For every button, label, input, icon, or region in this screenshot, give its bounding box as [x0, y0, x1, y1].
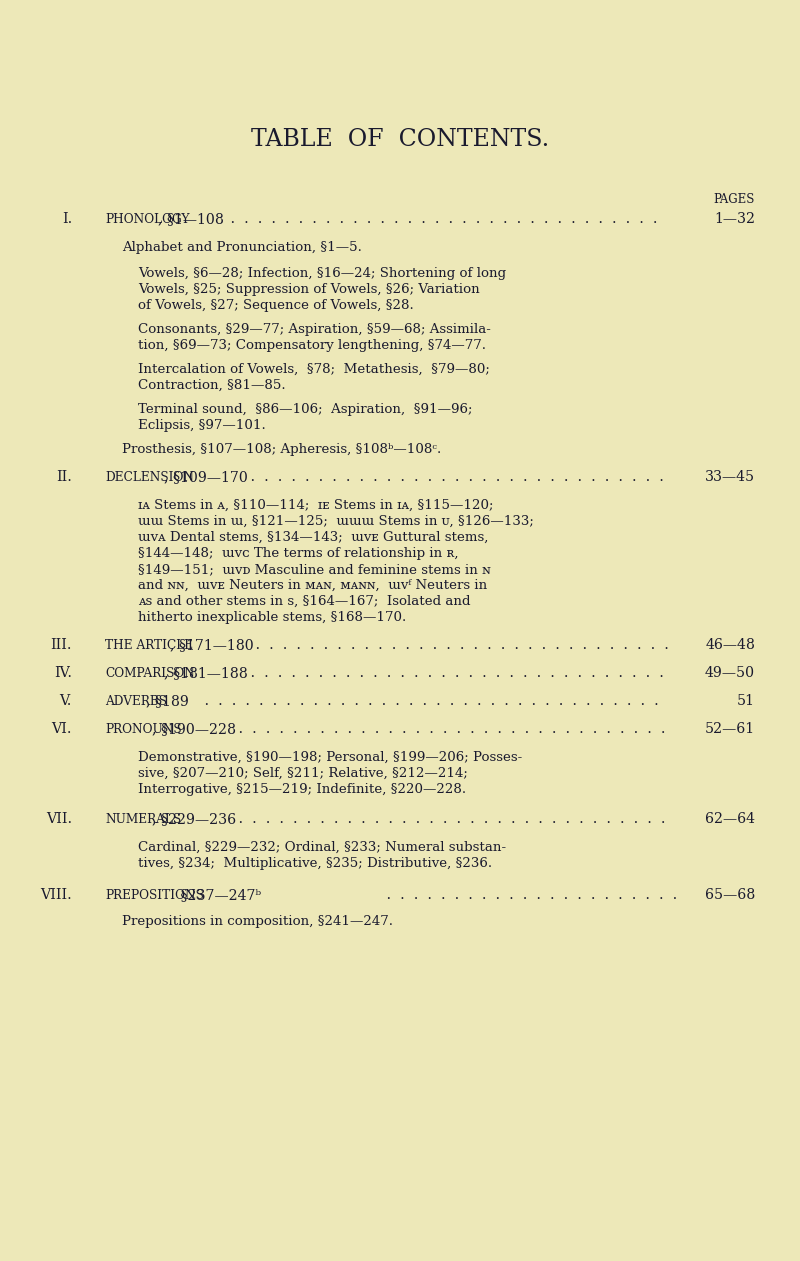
Text: , §190—228: , §190—228 — [152, 723, 236, 736]
Text: IV.: IV. — [54, 666, 72, 680]
Text: VIII.: VIII. — [40, 888, 72, 902]
Text: tion, §69—73; Compensatory lengthening, §74—77.: tion, §69—73; Compensatory lengthening, … — [138, 339, 486, 352]
Text: 33—45: 33—45 — [705, 470, 755, 484]
Text: NUMERALS: NUMERALS — [105, 813, 181, 826]
Text: .  .  .  .  .  .  .  .  .  .  .  .  .  .  .  .  .  .  .  .  .  .  .  .  .  .  . : . . . . . . . . . . . . . . . . . . . . … — [234, 723, 670, 736]
Text: II.: II. — [56, 470, 72, 484]
Text: Intercalation of Vowels,  §78;  Metathesis,  §79—80;: Intercalation of Vowels, §78; Metathesis… — [138, 363, 490, 376]
Text: PHONOLOGY: PHONOLOGY — [105, 213, 190, 226]
Text: §144—148;  ɯᴠᴄ The terms of relationship in ʀ,: §144—148; ɯᴠᴄ The terms of relationship … — [138, 547, 458, 560]
Text: TABLE  OF  CONTENTS.: TABLE OF CONTENTS. — [251, 129, 549, 151]
Text: ɯɯ Stems in ɯ, §121—125;  ɯɯɯ Stems in ᴜ, §126—133;: ɯɯ Stems in ɯ, §121—125; ɯɯɯ Stems in ᴜ,… — [138, 514, 534, 528]
Text: Consonants, §29—77; Aspiration, §59—68; Assimila-: Consonants, §29—77; Aspiration, §59—68; … — [138, 323, 491, 335]
Text: 49—50: 49—50 — [705, 666, 755, 680]
Text: PAGES: PAGES — [714, 193, 755, 206]
Text: Cardinal, §229—232; Ordinal, §233; Numeral substan-: Cardinal, §229—232; Ordinal, §233; Numer… — [138, 841, 506, 854]
Text: hitherto inexplicable stems, §168—170.: hitherto inexplicable stems, §168—170. — [138, 612, 406, 624]
Text: Demonstrative, §190—198; Personal, §199—206; Posses-: Demonstrative, §190—198; Personal, §199—… — [138, 752, 522, 764]
Text: PRONOUNS: PRONOUNS — [105, 723, 182, 736]
Text: Vowels, §25; Suppression of Vowels, §26; Variation: Vowels, §25; Suppression of Vowels, §26;… — [138, 282, 480, 296]
Text: 52—61: 52—61 — [705, 723, 755, 736]
Text: ADVERBS: ADVERBS — [105, 695, 167, 707]
Text: 51: 51 — [737, 694, 755, 707]
Text: §237—247ᵇ: §237—247ᵇ — [176, 888, 261, 902]
Text: Eclipsis, §97—101.: Eclipsis, §97—101. — [138, 419, 266, 433]
Text: , §189: , §189 — [146, 694, 190, 707]
Text: tives, §234;  Multiplicative, §235; Distributive, §236.: tives, §234; Multiplicative, §235; Distr… — [138, 857, 492, 870]
Text: Contraction, §81—85.: Contraction, §81—85. — [138, 380, 286, 392]
Text: §149—151;  ɯᴠᴅ Masculine and feminine stems in ɴ: §149—151; ɯᴠᴅ Masculine and feminine ste… — [138, 562, 490, 576]
Text: and ɴɴ,  ɯᴠᴇ Neuters in ᴍᴀɴ, ᴍᴀɴɴ,  ɯᴠᶠ Neuters in: and ɴɴ, ɯᴠᴇ Neuters in ᴍᴀɴ, ᴍᴀɴɴ, ɯᴠᶠ Ne… — [138, 579, 487, 591]
Text: ɯᴠᴀ Dental stems, §134—143;  ɯᴠᴇ Guttural stems,: ɯᴠᴀ Dental stems, §134—143; ɯᴠᴇ Guttural… — [138, 531, 489, 543]
Text: 46—48: 46—48 — [705, 638, 755, 652]
Text: , §1—108: , §1—108 — [158, 212, 224, 226]
Text: Prosthesis, §107—108; Apheresis, §108ᵇ—108ᶜ.: Prosthesis, §107—108; Apheresis, §108ᵇ—1… — [122, 443, 442, 456]
Text: Terminal sound,  §86—106;  Aspiration,  §91—96;: Terminal sound, §86—106; Aspiration, §91… — [138, 404, 473, 416]
Text: PREPOSITIONS: PREPOSITIONS — [105, 889, 204, 902]
Text: III.: III. — [50, 638, 72, 652]
Text: , §229—236: , §229—236 — [152, 812, 237, 826]
Text: I.: I. — [62, 212, 72, 226]
Text: .  .  .  .  .  .  .  .  .  .  .  .  .  .  .  .  .  .  .  .  .  .  .  .  .  .  . : . . . . . . . . . . . . . . . . . . . . … — [226, 212, 662, 226]
Text: .  .  .  .  .  .  .  .  .  .  .  .  .  .  .  .  .  .  .  .  .  .: . . . . . . . . . . . . . . . . . . . . … — [382, 888, 682, 902]
Text: ᴀs and other stems in s, §164—167;  Isolated and: ᴀs and other stems in s, §164—167; Isola… — [138, 595, 470, 608]
Text: COMPARISON: COMPARISON — [105, 667, 195, 680]
Text: of Vowels, §27; Sequence of Vowels, §28.: of Vowels, §27; Sequence of Vowels, §28. — [138, 299, 414, 311]
Text: Interrogative, §215—219; Indefinite, §220—228.: Interrogative, §215—219; Indefinite, §22… — [138, 783, 466, 796]
Text: 1—32: 1—32 — [714, 212, 755, 226]
Text: Alphabet and Pronunciation, §1—5.: Alphabet and Pronunciation, §1—5. — [122, 241, 362, 253]
Text: , §181—188: , §181—188 — [164, 666, 248, 680]
Text: Prepositions in composition, §241—247.: Prepositions in composition, §241—247. — [122, 915, 393, 928]
Text: V.: V. — [60, 694, 72, 707]
Text: sive, §207—210; Self, §211; Relative, §212—214;: sive, §207—210; Self, §211; Relative, §2… — [138, 767, 468, 781]
Text: VII.: VII. — [46, 812, 72, 826]
Text: THE ARTICLE: THE ARTICLE — [105, 639, 193, 652]
Text: .  .  .  .  .  .  .  .  .  .  .  .  .  .  .  .  .  .  .  .  .  .  .  .  .  .  . : . . . . . . . . . . . . . . . . . . . . … — [246, 470, 668, 484]
Text: VI.: VI. — [51, 723, 72, 736]
Text: DECLENSION: DECLENSION — [105, 472, 194, 484]
Text: ɪᴀ Stems in ᴀ, §110—114;  ɪᴇ Stems in ɪᴀ, §115—120;: ɪᴀ Stems in ᴀ, §110—114; ɪᴇ Stems in ɪᴀ,… — [138, 499, 494, 512]
Text: Vowels, §6—28; Infection, §16—24; Shortening of long: Vowels, §6—28; Infection, §16—24; Shorte… — [138, 267, 506, 280]
Text: , §109—170: , §109—170 — [164, 470, 248, 484]
Text: .  .  .  .  .  .  .  .  .  .  .  .  .  .  .  .  .  .  .  .  .  .  .  .  .  .  . : . . . . . . . . . . . . . . . . . . . . … — [251, 638, 674, 652]
Text: .  .  .  .  .  .  .  .  .  .  .  .  .  .  .  .  .  .  .  .  .  .  .  .  .  .  . : . . . . . . . . . . . . . . . . . . . . … — [200, 694, 663, 707]
Text: 65—68: 65—68 — [705, 888, 755, 902]
Text: 62—64: 62—64 — [705, 812, 755, 826]
Text: , §171—180: , §171—180 — [170, 638, 254, 652]
Text: .  .  .  .  .  .  .  .  .  .  .  .  .  .  .  .  .  .  .  .  .  .  .  .  .  .  . : . . . . . . . . . . . . . . . . . . . . … — [246, 666, 668, 680]
Text: .  .  .  .  .  .  .  .  .  .  .  .  .  .  .  .  .  .  .  .  .  .  .  .  .  .  . : . . . . . . . . . . . . . . . . . . . . … — [234, 812, 670, 826]
